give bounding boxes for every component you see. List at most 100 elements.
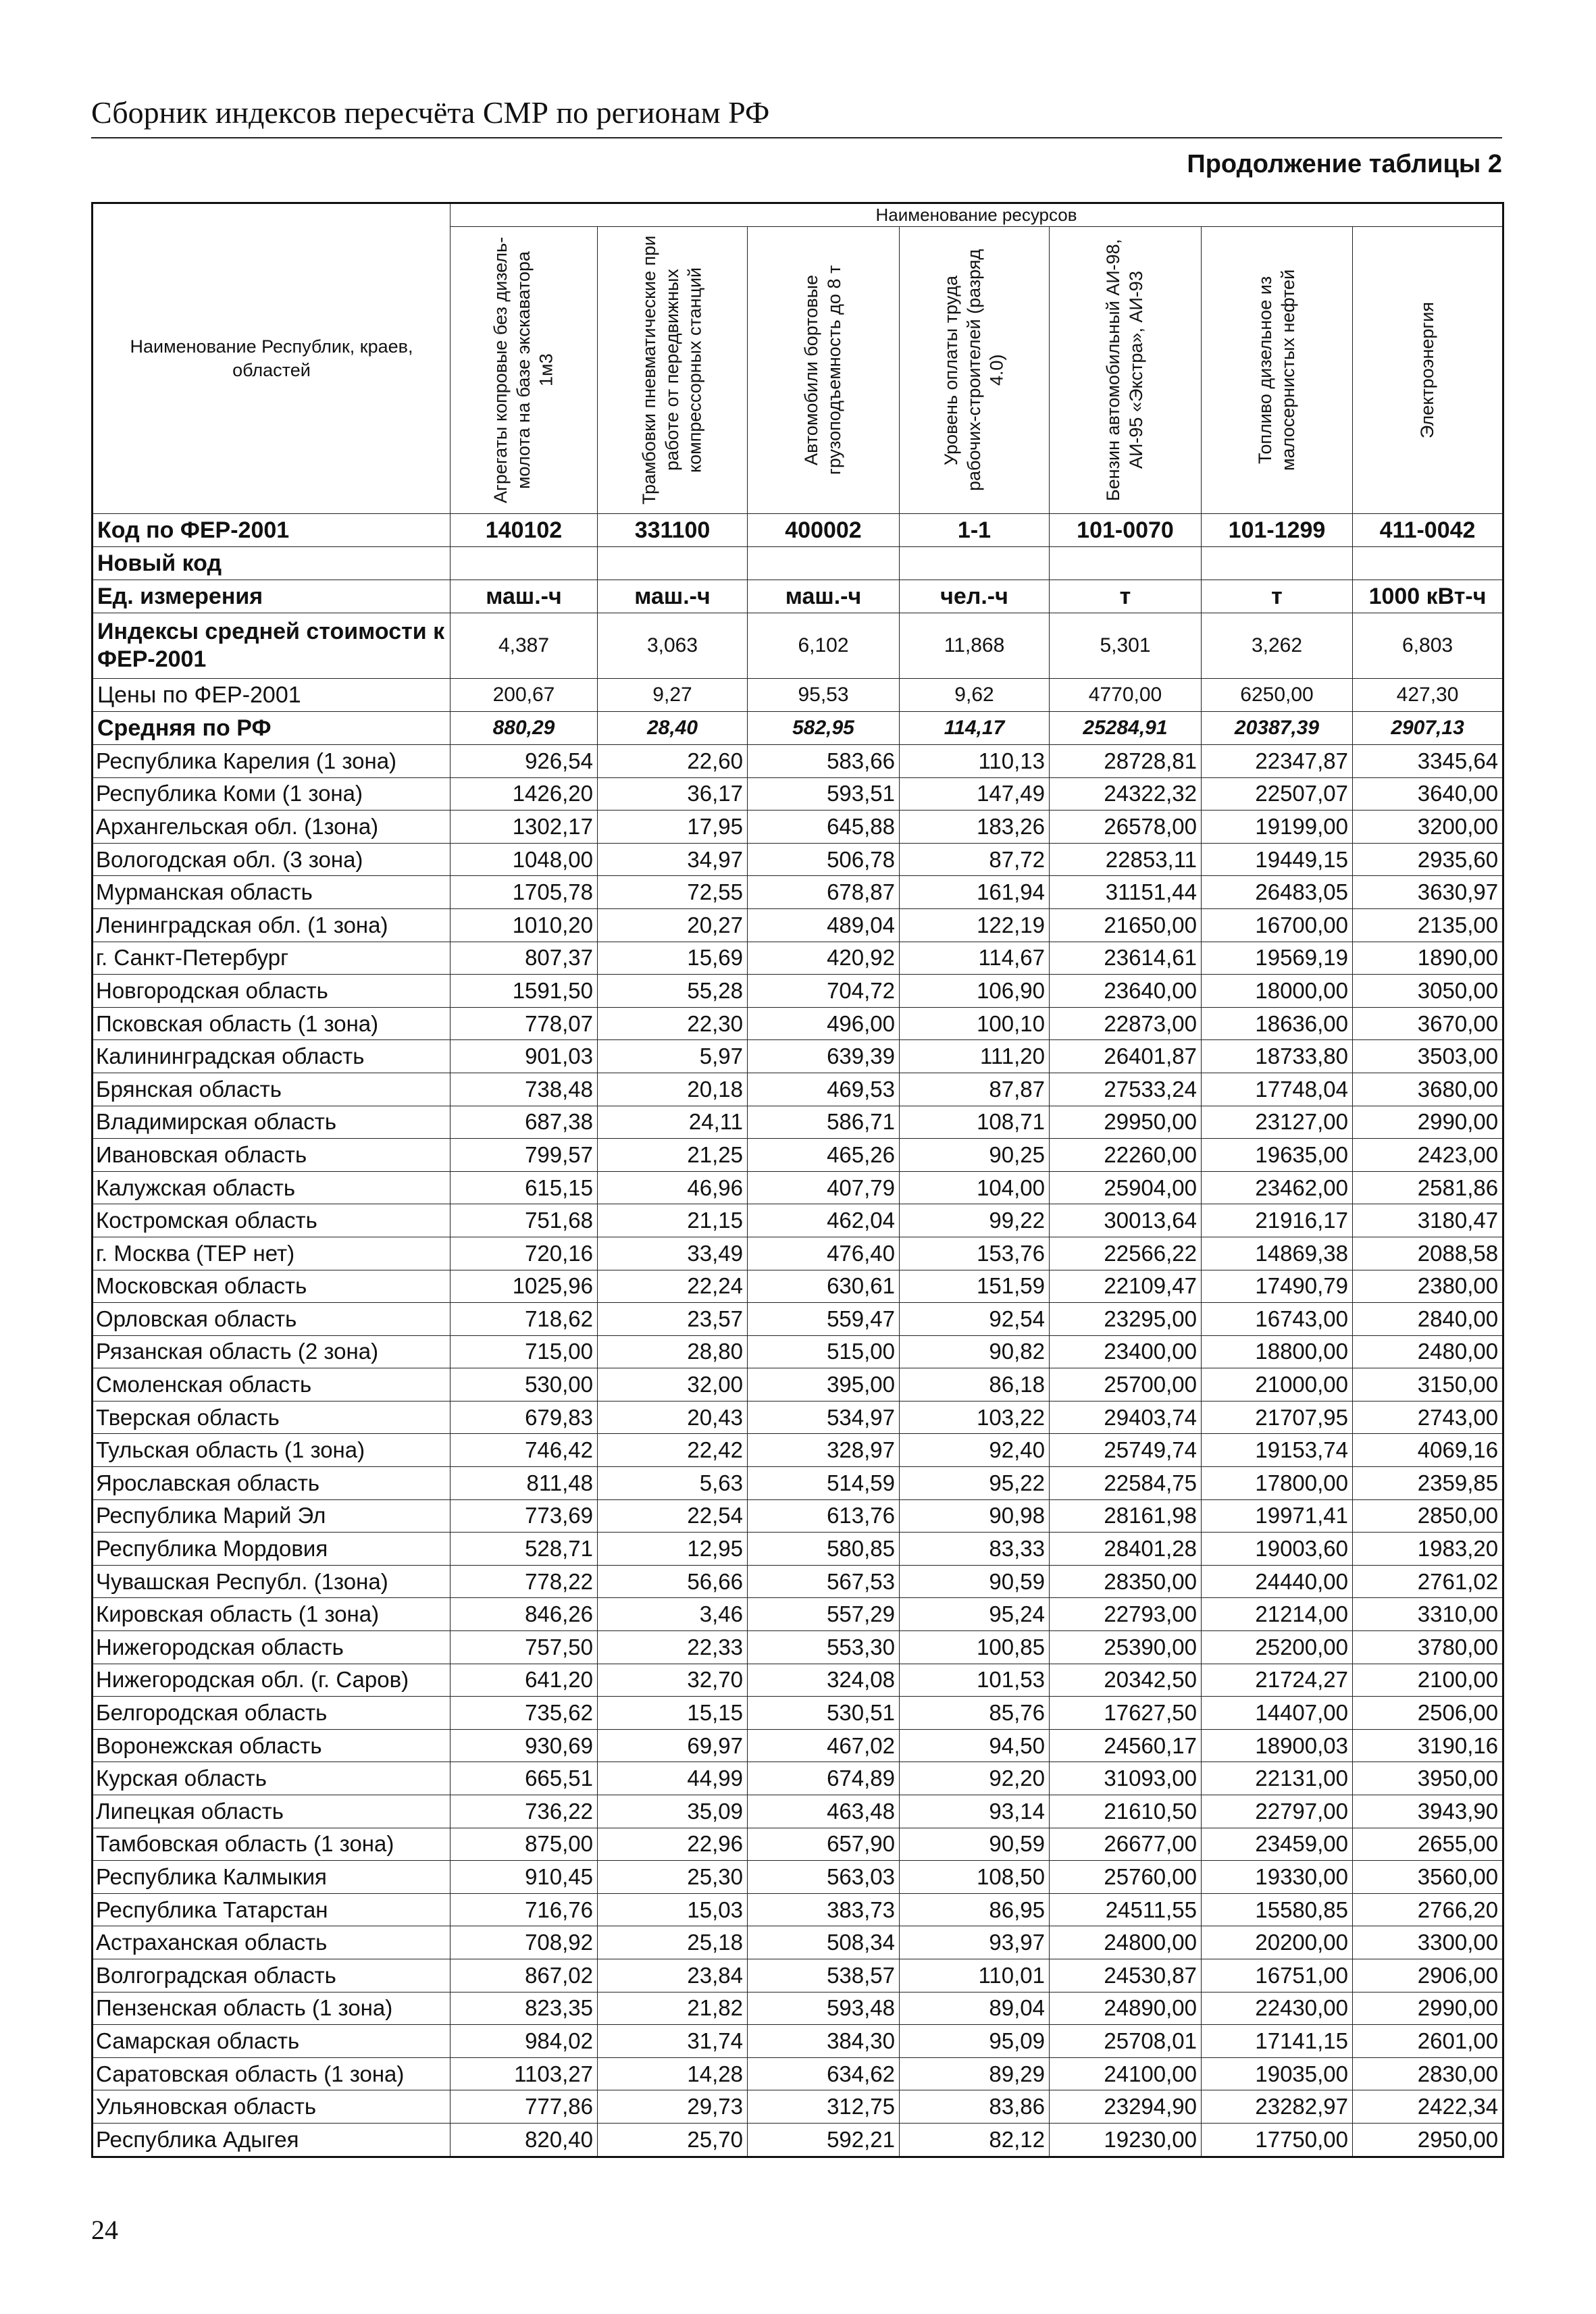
- region-name: Астраханская область: [92, 1926, 451, 1959]
- value-cell: 736,22: [450, 1795, 598, 1828]
- value-cell: 3560,00: [1352, 1860, 1504, 1894]
- value-cell: 820,40: [450, 2122, 598, 2157]
- region-name: Нижегородская область: [92, 1630, 451, 1664]
- value-cell: 153,76: [899, 1236, 1050, 1270]
- value-cell: 28350,00: [1049, 1564, 1202, 1599]
- special-cell: 400002: [747, 513, 900, 547]
- column-header: Уровень оплаты труда рабочих-строителей …: [899, 226, 1050, 514]
- value-cell: 1302,17: [450, 810, 598, 844]
- value-cell: 716,76: [450, 1893, 598, 1927]
- table-body: Код по ФЕР-2001 140102 331100 400002 1-1 101-…: [92, 513, 1504, 2157]
- special-cell: 20387,39: [1201, 711, 1353, 745]
- special-cell: 4,387: [450, 613, 598, 679]
- table-head: Наименование Республик, краев, областей …: [92, 203, 1504, 514]
- value-cell: 108,71: [899, 1105, 1050, 1139]
- data-row: Тверская область 679,83 20,43 534,97 103,22 2…: [92, 1400, 1504, 1435]
- special-row: Цены по ФЕР-2001 200,67 9,27 95,53 9,62 4770,…: [92, 678, 1504, 712]
- value-cell: 2655,00: [1352, 1827, 1504, 1861]
- value-cell: 12,95: [597, 1532, 748, 1566]
- region-name: Тульская область (1 зона): [92, 1433, 451, 1468]
- value-cell: 83,33: [899, 1532, 1050, 1566]
- value-cell: 22,42: [597, 1433, 748, 1468]
- value-cell: 19230,00: [1049, 2122, 1202, 2157]
- value-cell: 30013,64: [1049, 1204, 1202, 1237]
- value-cell: 476,40: [747, 1236, 900, 1270]
- value-cell: 25760,00: [1049, 1860, 1202, 1894]
- value-cell: 538,57: [747, 1958, 900, 1992]
- value-cell: 18800,00: [1201, 1335, 1353, 1369]
- value-cell: 3943,90: [1352, 1795, 1504, 1828]
- data-row: Псковская область (1 зона) 778,07 22,30 496…: [92, 1006, 1504, 1041]
- region-name: Саратовская область (1 зона): [92, 2057, 451, 2091]
- value-cell: 553,30: [747, 1630, 900, 1664]
- value-cell: 2766,20: [1352, 1893, 1504, 1927]
- value-cell: 2380,00: [1352, 1269, 1504, 1304]
- value-cell: 21610,50: [1049, 1795, 1202, 1828]
- value-cell: 530,00: [450, 1368, 598, 1402]
- data-row: Курская область 665,51 44,99 674,89 92,20 310…: [92, 1762, 1504, 1795]
- value-cell: 18636,00: [1201, 1006, 1353, 1041]
- value-cell: 104,00: [899, 1171, 1050, 1205]
- value-cell: 2830,00: [1352, 2057, 1504, 2091]
- value-cell: 25,70: [597, 2122, 748, 2157]
- value-cell: 19153,74: [1201, 1433, 1353, 1468]
- value-cell: 151,59: [899, 1269, 1050, 1304]
- column-header-text: Трамбовки пневматические при работе от п…: [638, 235, 705, 505]
- special-cell: [597, 546, 748, 580]
- region-name: Белгородская область: [92, 1696, 451, 1730]
- value-cell: 20200,00: [1201, 1926, 1353, 1959]
- data-row: Новгородская область 1591,50 55,28 704,72 10…: [92, 974, 1504, 1008]
- data-row: Ивановская область 799,57 21,25 465,26 90,25…: [92, 1138, 1504, 1172]
- value-cell: 23127,00: [1201, 1105, 1353, 1139]
- data-row: Ярославская область 811,48 5,63 514,59 95,22…: [92, 1466, 1504, 1500]
- region-name: Московская область: [92, 1269, 451, 1304]
- value-cell: 901,03: [450, 1039, 598, 1073]
- data-row: Костромская область 751,68 21,15 462,04 99,2…: [92, 1204, 1504, 1237]
- value-cell: 16751,00: [1201, 1958, 1353, 1992]
- value-cell: 528,71: [450, 1532, 598, 1566]
- data-row: Тульская область (1 зона) 746,42 22,42 328,…: [92, 1433, 1504, 1468]
- data-row: Астраханская область 708,92 25,18 508,34 93,…: [92, 1926, 1504, 1959]
- value-cell: 496,00: [747, 1006, 900, 1041]
- value-cell: 3503,00: [1352, 1039, 1504, 1073]
- region-name: Республика Коми (1 зона): [92, 777, 451, 811]
- column-header-text: Топливо дизельное из малосернистых нефте…: [1254, 269, 1298, 471]
- value-cell: 489,04: [747, 908, 900, 942]
- value-cell: 85,76: [899, 1696, 1050, 1730]
- region-name: Псковская область (1 зона): [92, 1006, 451, 1041]
- row-label: Индексы средней стоимости к ФЕР-2001: [92, 613, 451, 679]
- value-cell: 395,00: [747, 1368, 900, 1402]
- value-cell: 16743,00: [1201, 1302, 1353, 1336]
- special-row: Новый код: [92, 546, 1504, 580]
- value-cell: 3950,00: [1352, 1762, 1504, 1795]
- value-cell: 639,39: [747, 1039, 900, 1073]
- value-cell: 328,97: [747, 1433, 900, 1468]
- value-cell: 22566,22: [1049, 1236, 1202, 1270]
- value-cell: 2423,00: [1352, 1138, 1504, 1172]
- special-cell: 4770,00: [1049, 678, 1202, 712]
- value-cell: 44,99: [597, 1762, 748, 1795]
- value-cell: 708,92: [450, 1926, 598, 1959]
- value-cell: 35,09: [597, 1795, 748, 1828]
- value-cell: 2990,00: [1352, 1105, 1504, 1139]
- value-cell: 21,82: [597, 1991, 748, 2026]
- data-row: г. Санкт-Петербург 807,37 15,69 420,92 114,6…: [92, 941, 1504, 975]
- value-cell: 2100,00: [1352, 1663, 1504, 1697]
- value-cell: 100,85: [899, 1630, 1050, 1664]
- value-cell: 1010,20: [450, 908, 598, 942]
- special-cell: [450, 546, 598, 580]
- value-cell: 93,97: [899, 1926, 1050, 1959]
- value-cell: 3630,97: [1352, 875, 1504, 909]
- value-cell: 777,86: [450, 2090, 598, 2124]
- data-row: Архангельская обл. (1зона) 1302,17 17,95 64…: [92, 810, 1504, 844]
- value-cell: 2935,60: [1352, 842, 1504, 877]
- value-cell: 29403,74: [1049, 1400, 1202, 1435]
- value-cell: 3345,64: [1352, 744, 1504, 778]
- special-cell: 411-0042: [1352, 513, 1504, 547]
- value-cell: 846,26: [450, 1597, 598, 1632]
- value-cell: 515,00: [747, 1335, 900, 1369]
- value-cell: 674,89: [747, 1762, 900, 1795]
- data-row: Республика Татарстан 716,76 15,03 383,73 86,…: [92, 1893, 1504, 1927]
- value-cell: 20,27: [597, 908, 748, 942]
